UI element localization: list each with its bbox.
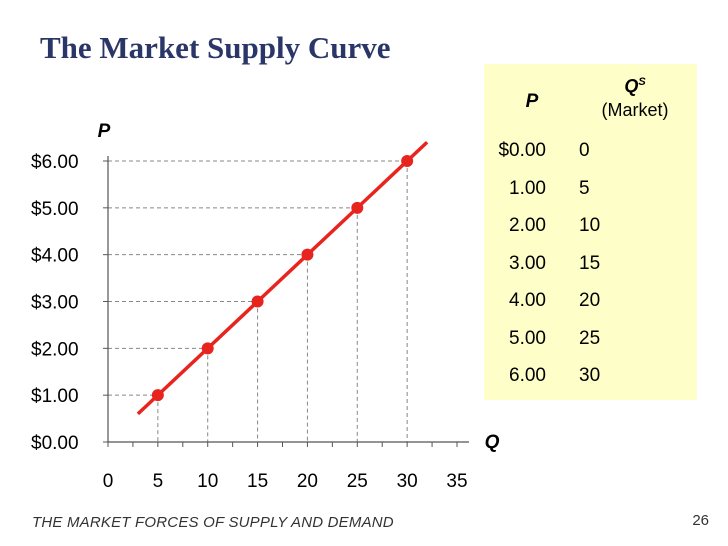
x-tick-label: 30: [397, 471, 418, 492]
y-tick-label: $4.00: [31, 246, 79, 267]
table-row: 6.00 30: [484, 365, 697, 395]
table-row: 2.00 10: [484, 215, 697, 245]
supply-point: [201, 342, 214, 355]
price-cell: 3.00: [509, 252, 546, 274]
y-tick-labels: $0.00 $1.00 $2.00 $3.00 $4.00 $5.00 $6.00: [31, 152, 79, 454]
x-tick-label: 15: [247, 471, 268, 492]
x-tick-label: 25: [347, 471, 368, 492]
x-tick-label: 35: [446, 471, 467, 492]
quantity-cell: 20: [579, 290, 601, 311]
price-cell: 4.00: [509, 290, 546, 311]
price-cell: 2.00: [509, 215, 546, 236]
supply-point: [251, 295, 264, 308]
table-row: 5.00 25: [484, 328, 697, 358]
table-row: 1.00 5: [484, 178, 697, 208]
y-tick-label: $0.00: [31, 433, 79, 454]
guide-lines: [108, 160, 408, 442]
supply-point: [151, 389, 164, 402]
x-tick-label: 0: [103, 471, 114, 492]
page-number: 26: [692, 512, 709, 529]
table-row: $0.00 0: [484, 140, 697, 170]
table-header-quantity: QS (Market): [585, 70, 685, 122]
price-cell: $0.00: [498, 140, 546, 161]
table-row: 4.00 20: [484, 290, 697, 320]
quantity-cell: 25: [579, 327, 601, 349]
supply-point: [301, 248, 314, 261]
table-header-price: P: [525, 91, 539, 112]
y-axis-label: P: [98, 121, 111, 142]
table-header-q-market: (Market): [601, 100, 669, 120]
quantity-cell: 15: [579, 252, 601, 274]
y-tick-label: $1.00: [31, 386, 79, 407]
x-axis-label: Q: [485, 432, 500, 453]
quantity-cell: 10: [579, 215, 601, 236]
supply-schedule-table: [484, 64, 697, 400]
table-header-q-superscript: S: [638, 76, 646, 88]
x-tick-labels: 0 5 10 15 20 25 30 35: [103, 471, 468, 492]
price-cell: 1.00: [509, 177, 546, 199]
y-tick-label: $6.00: [31, 152, 79, 173]
quantity-cell: 0: [579, 140, 590, 161]
quantity-cell: 30: [579, 365, 601, 386]
table-row: 3.00 15: [484, 253, 697, 283]
slide-title: The Market Supply Curve: [40, 30, 391, 65]
quantity-cell: 5: [579, 177, 590, 199]
table-header-q-symbol: Q: [624, 76, 639, 96]
y-tick-label: $2.00: [31, 339, 79, 360]
price-cell: 6.00: [509, 365, 546, 386]
supply-series: [136, 140, 429, 416]
supply-point: [401, 155, 414, 167]
x-tick-label: 10: [197, 471, 218, 492]
chart-axes: [103, 156, 469, 447]
y-tick-label: $5.00: [31, 199, 79, 220]
y-tick-label: $3.00: [31, 293, 79, 314]
supply-curve-line: [136, 140, 429, 416]
x-tick-label: 5: [153, 471, 164, 492]
slide-footer: THE MARKET FORCES OF SUPPLY AND DEMAND: [32, 514, 394, 531]
supply-point: [351, 201, 364, 214]
price-cell: 5.00: [509, 327, 546, 349]
x-tick-label: 20: [297, 471, 318, 492]
